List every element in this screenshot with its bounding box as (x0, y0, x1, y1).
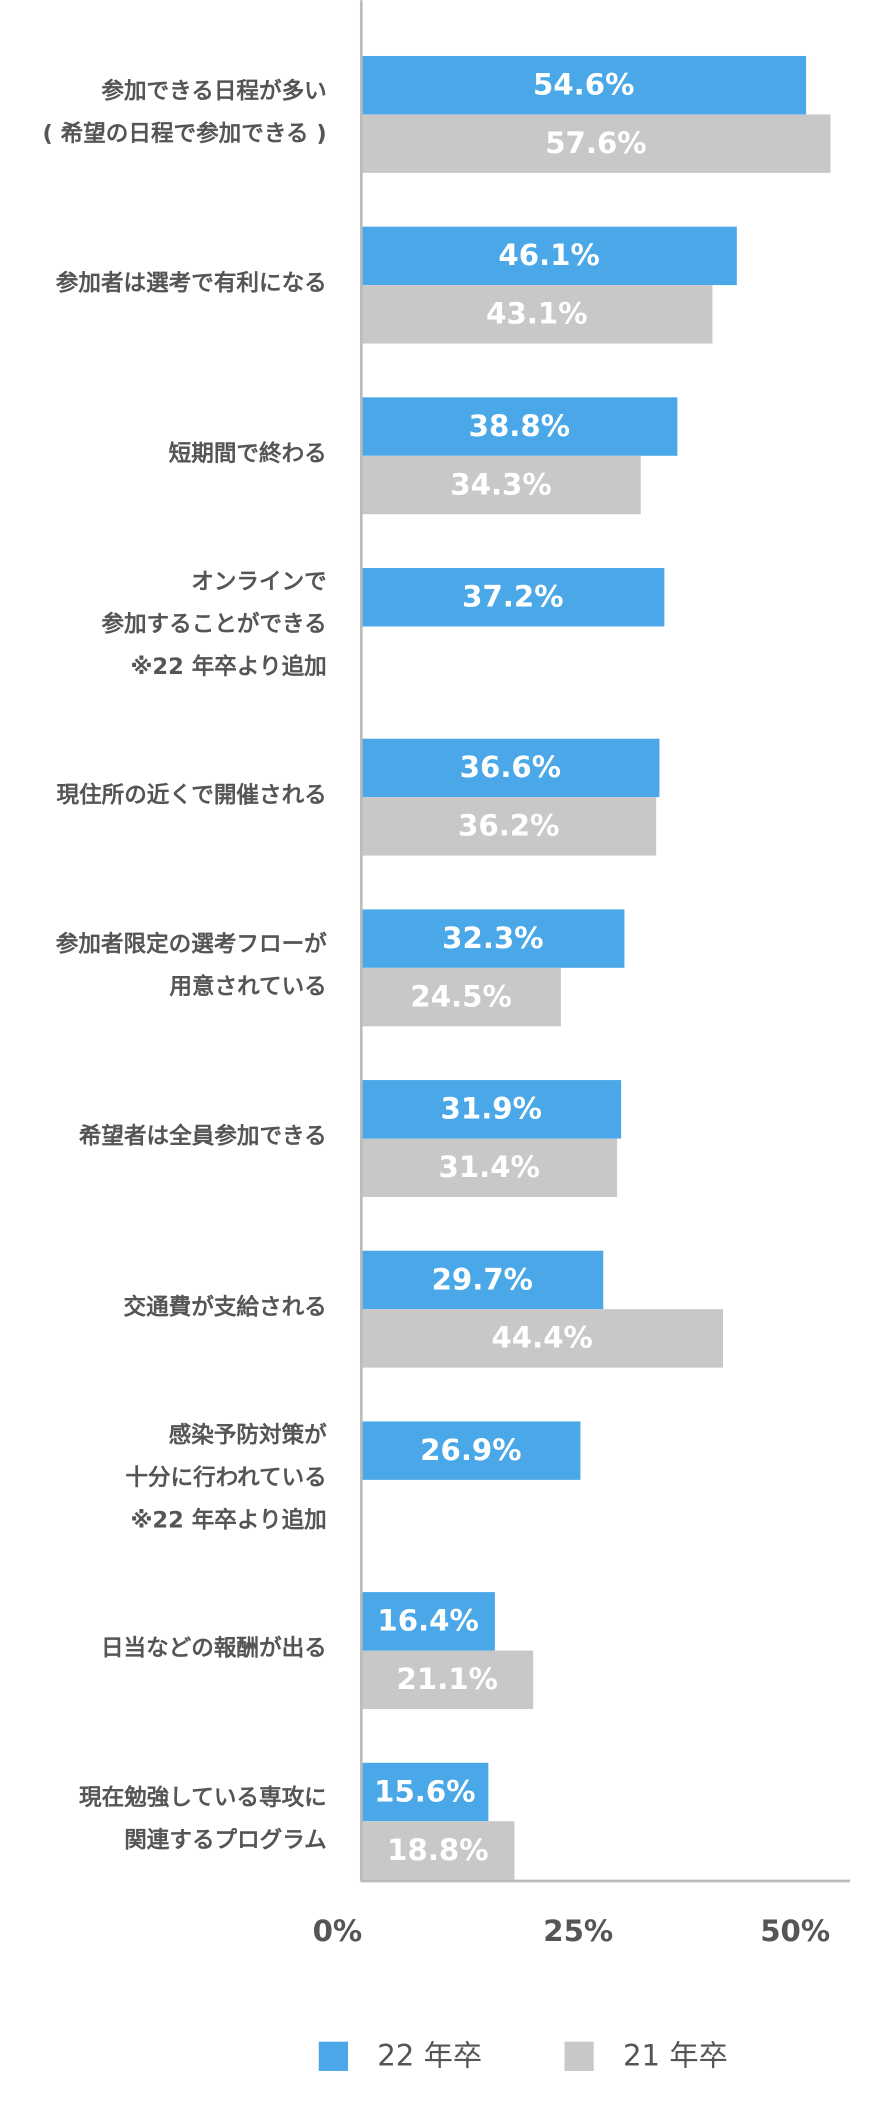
category-label: 参加者限定の選考フローが (56, 931, 327, 958)
bar (361, 909, 625, 968)
legend-swatch (564, 2041, 594, 2071)
category-label: 関連するプログラム (124, 1827, 327, 1854)
value-label: 18.8% (387, 1833, 488, 1867)
value-label: 16.4% (377, 1604, 478, 1638)
legend-swatch (318, 2041, 348, 2071)
value-label: 36.2% (458, 809, 559, 843)
category-label: 用意されている (169, 973, 326, 1000)
value-label: 36.6% (460, 750, 561, 784)
value-label: 38.8% (469, 409, 570, 443)
value-label: 44.4% (491, 1321, 592, 1355)
bar (361, 226, 737, 286)
value-label: 26.9% (420, 1433, 521, 1467)
value-label: 31.9% (441, 1092, 542, 1126)
bar (361, 1821, 515, 1880)
value-label: 34.3% (450, 467, 551, 501)
bar (361, 568, 665, 627)
bar (361, 1421, 581, 1480)
category-label: 現在勉強している専攻に (79, 1784, 327, 1811)
bar (361, 55, 807, 115)
value-label: 31.4% (438, 1150, 539, 1184)
bar (361, 1762, 489, 1822)
category-label: ※22 年卒より追加 (130, 1507, 326, 1534)
bar (361, 114, 831, 173)
bar (361, 1309, 723, 1368)
bar (361, 455, 641, 515)
category-label: ※22 年卒より追加 (130, 653, 326, 680)
value-label: 43.1% (486, 297, 587, 331)
bar (361, 1650, 534, 1709)
bar (361, 1080, 622, 1139)
value-label: 54.6% (533, 68, 634, 102)
bar (361, 1592, 495, 1651)
category-label: 現住所の近くで開催される (56, 781, 326, 808)
bar (361, 397, 678, 456)
category-label: 短期間で終わる (169, 440, 327, 467)
category-label: 参加者は選考で有利になる (56, 269, 327, 296)
value-label: 32.3% (442, 921, 543, 955)
category-label: 希望者は全員参加できる (79, 1123, 327, 1150)
bar (361, 1138, 618, 1197)
value-label: 24.5% (410, 979, 511, 1013)
x-tick-label: 50% (760, 1914, 830, 1948)
value-label: 37.2% (462, 580, 563, 614)
value-label: 21.1% (397, 1662, 498, 1696)
bar (361, 285, 713, 344)
category-label: オンラインで (191, 569, 326, 595)
value-label: 46.1% (498, 238, 599, 272)
value-label: 57.6% (545, 126, 646, 160)
x-tick-label: 0% (313, 1914, 363, 1948)
category-label: 参加できる日程が多い (101, 77, 326, 104)
value-label: 29.7% (432, 1262, 533, 1296)
bar (361, 1250, 604, 1310)
category-label: ( 希望の日程で参加できる ) (42, 120, 326, 147)
category-label: 十分に行われている (125, 1464, 326, 1491)
x-tick-label: 25% (543, 1914, 613, 1948)
category-label: 交通費が支給される (124, 1293, 327, 1320)
category-label: 参加することができる (101, 611, 326, 638)
category-label: 感染予防対策が (169, 1422, 327, 1449)
legend-label: 22 年卒 (377, 2039, 482, 2073)
bar (361, 797, 657, 856)
legend-label: 21 年卒 (623, 2039, 728, 2073)
value-label: 15.6% (374, 1774, 475, 1808)
bar (361, 738, 660, 798)
bar (361, 967, 561, 1027)
category-label: 日当などの報酬が出る (101, 1635, 327, 1662)
